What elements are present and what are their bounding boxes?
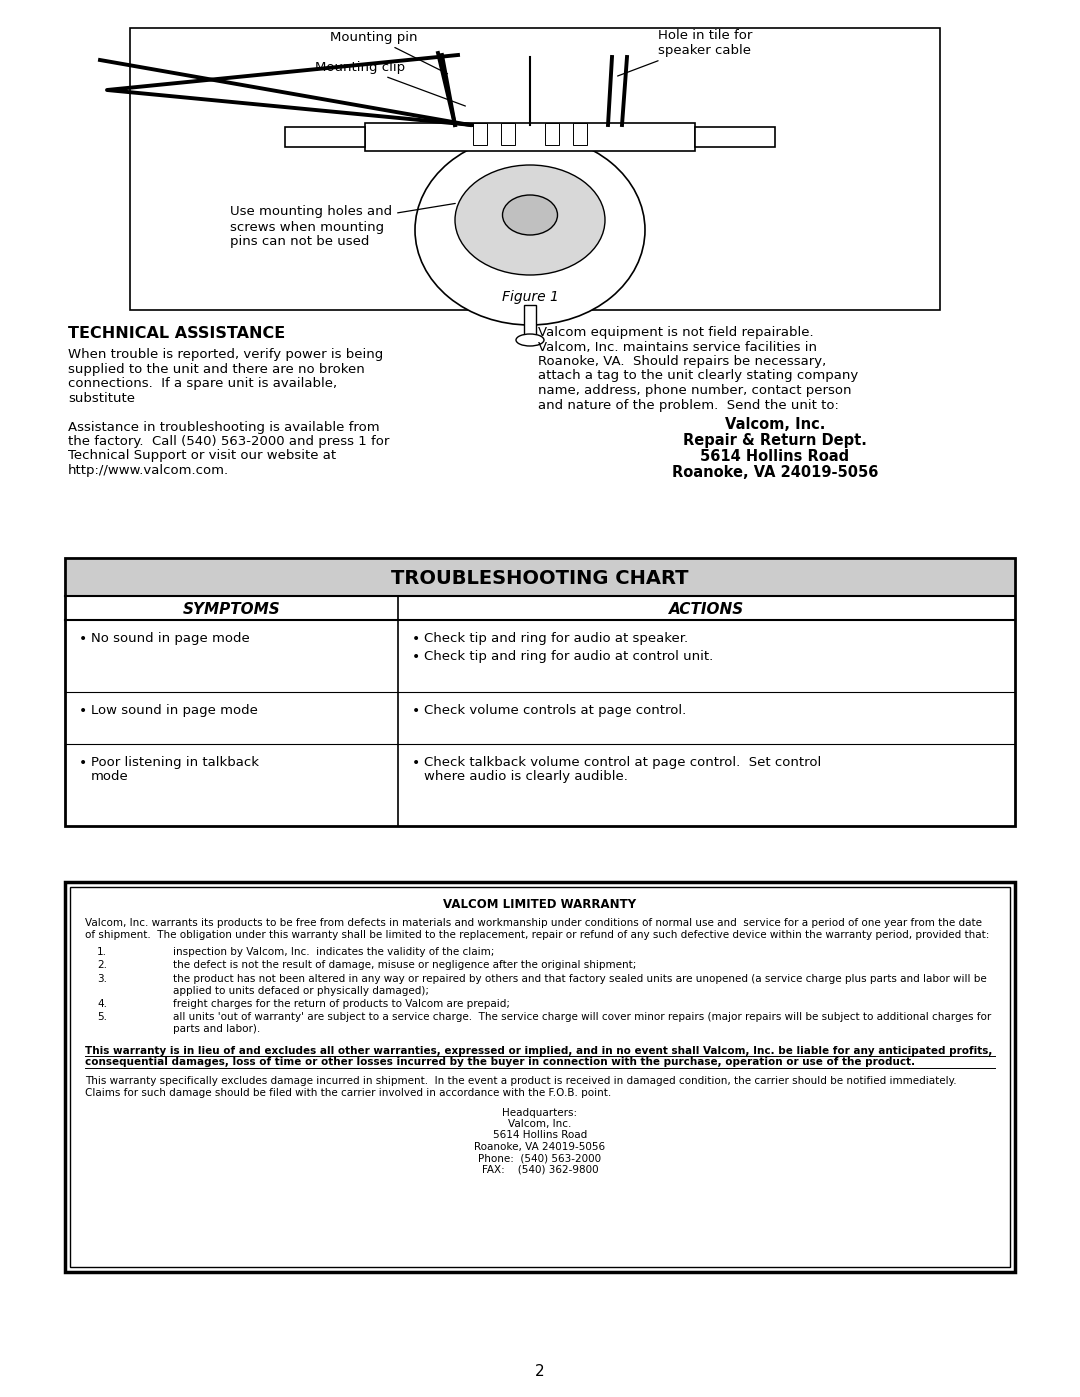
Text: applied to units defaced or physically damaged);: applied to units defaced or physically d… — [173, 985, 429, 996]
Text: Valcom, Inc.: Valcom, Inc. — [509, 1119, 571, 1129]
Bar — [545, 123, 559, 145]
Text: the defect is not the result of damage, misuse or negligence after the original : the defect is not the result of damage, … — [173, 961, 636, 971]
Text: This warranty specifically excludes damage incurred in shipment.  In the event a: This warranty specifically excludes dama… — [85, 1077, 957, 1087]
Text: Valcom, Inc.: Valcom, Inc. — [725, 416, 825, 432]
Text: substitute: substitute — [68, 391, 135, 405]
Text: Valcom equipment is not field repairable.: Valcom equipment is not field repairable… — [538, 326, 813, 339]
Text: •: • — [79, 756, 87, 770]
Bar — [501, 123, 515, 145]
Text: Use mounting holes and
screws when mounting
pins can not be used: Use mounting holes and screws when mount… — [230, 204, 456, 249]
Text: Assistance in troubleshooting is available from: Assistance in troubleshooting is availab… — [68, 420, 380, 433]
Bar — [524, 305, 536, 339]
Text: mode: mode — [91, 770, 129, 782]
Text: freight charges for the return of products to Valcom are prepaid;: freight charges for the return of produc… — [173, 999, 510, 1009]
Text: •: • — [79, 704, 87, 718]
Text: Check tip and ring for audio at speaker.: Check tip and ring for audio at speaker. — [424, 631, 688, 645]
Text: parts and labor).: parts and labor). — [173, 1024, 260, 1034]
Text: When trouble is reported, verify power is being: When trouble is reported, verify power i… — [68, 348, 383, 360]
Text: TROUBLESHOOTING CHART: TROUBLESHOOTING CHART — [391, 569, 689, 588]
Text: Roanoke, VA.  Should repairs be necessary,: Roanoke, VA. Should repairs be necessary… — [538, 355, 826, 367]
Ellipse shape — [455, 165, 605, 275]
Text: the product has not been altered in any way or repaired by others and that facto: the product has not been altered in any … — [173, 974, 987, 983]
Text: Check talkback volume control at page control.  Set control: Check talkback volume control at page co… — [424, 756, 821, 768]
Text: consequential damages, loss of time or other losses incurred by the buyer in con: consequential damages, loss of time or o… — [85, 1058, 915, 1067]
Bar — [130, 28, 940, 310]
Text: Roanoke, VA 24019-5056: Roanoke, VA 24019-5056 — [474, 1141, 606, 1153]
Text: Check volume controls at page control.: Check volume controls at page control. — [424, 704, 686, 717]
Text: attach a tag to the unit clearly stating company: attach a tag to the unit clearly stating… — [538, 369, 859, 383]
Text: FAX:    (540) 362-9800: FAX: (540) 362-9800 — [482, 1165, 598, 1175]
Bar — [65, 882, 1015, 1273]
Text: where audio is clearly audible.: where audio is clearly audible. — [424, 770, 627, 782]
Text: Mounting clip: Mounting clip — [315, 60, 465, 106]
Text: inspection by Valcom, Inc.  indicates the validity of the claim;: inspection by Valcom, Inc. indicates the… — [173, 947, 495, 957]
Ellipse shape — [516, 334, 544, 346]
Ellipse shape — [415, 136, 645, 326]
Text: supplied to the unit and there are no broken: supplied to the unit and there are no br… — [68, 362, 365, 376]
Text: TECHNICAL ASSISTANCE: TECHNICAL ASSISTANCE — [68, 326, 285, 341]
Text: 5614 Hollins Road: 5614 Hollins Road — [492, 1130, 588, 1140]
Text: 4.: 4. — [97, 999, 107, 1009]
Text: Phone:  (540) 563-2000: Phone: (540) 563-2000 — [478, 1154, 602, 1164]
Text: Figure 1: Figure 1 — [501, 291, 558, 305]
Text: the factory.  Call (540) 563-2000 and press 1 for: the factory. Call (540) 563-2000 and pre… — [68, 434, 390, 448]
Text: connections.  If a spare unit is available,: connections. If a spare unit is availabl… — [68, 377, 337, 390]
Text: 5614 Hollins Road: 5614 Hollins Road — [701, 448, 850, 464]
Text: of shipment.  The obligation under this warranty shall be limited to the replace: of shipment. The obligation under this w… — [85, 929, 989, 940]
Text: name, address, phone number, contact person: name, address, phone number, contact per… — [538, 384, 851, 397]
Text: and nature of the problem.  Send the unit to:: and nature of the problem. Send the unit… — [538, 398, 839, 412]
Text: 2.: 2. — [97, 961, 107, 971]
Text: Valcom, Inc. maintains service facilities in: Valcom, Inc. maintains service facilitie… — [538, 341, 816, 353]
Text: •: • — [79, 631, 87, 645]
Text: Roanoke, VA 24019-5056: Roanoke, VA 24019-5056 — [672, 465, 878, 481]
Text: Headquarters:: Headquarters: — [502, 1108, 578, 1118]
Text: No sound in page mode: No sound in page mode — [91, 631, 249, 645]
Bar — [67, 560, 1013, 597]
Text: Poor listening in talkback: Poor listening in talkback — [91, 756, 259, 768]
Text: VALCOM LIMITED WARRANTY: VALCOM LIMITED WARRANTY — [444, 897, 636, 911]
Text: Low sound in page mode: Low sound in page mode — [91, 704, 258, 717]
Text: •: • — [411, 650, 420, 664]
Bar — [365, 123, 696, 151]
Text: •: • — [411, 704, 420, 718]
Text: all units 'out of warranty' are subject to a service charge.  The service charge: all units 'out of warranty' are subject … — [173, 1013, 991, 1023]
Text: Hole in tile for
speaker cable: Hole in tile for speaker cable — [618, 29, 753, 75]
Bar — [285, 127, 365, 147]
Bar — [573, 123, 588, 145]
Bar — [70, 887, 1010, 1267]
Text: Valcom, Inc. warrants its products to be free from defects in materials and work: Valcom, Inc. warrants its products to be… — [85, 918, 982, 928]
Text: http://www.valcom.com.: http://www.valcom.com. — [68, 464, 229, 476]
Text: Repair & Return Dept.: Repair & Return Dept. — [683, 433, 867, 448]
Bar — [696, 127, 775, 147]
Text: 2: 2 — [536, 1365, 544, 1379]
Text: Check tip and ring for audio at control unit.: Check tip and ring for audio at control … — [424, 650, 713, 664]
Text: ACTIONS: ACTIONS — [669, 602, 744, 616]
Text: 3.: 3. — [97, 974, 107, 983]
Ellipse shape — [502, 196, 557, 235]
Text: 1.: 1. — [97, 947, 107, 957]
Text: •: • — [411, 756, 420, 770]
Text: Technical Support or visit our website at: Technical Support or visit our website a… — [68, 450, 336, 462]
Text: SYMPTOMS: SYMPTOMS — [183, 602, 281, 616]
Text: Claims for such damage should be filed with the carrier involved in accordance w: Claims for such damage should be filed w… — [85, 1088, 611, 1098]
Text: This warranty is in lieu of and excludes all other warranties, expressed or impl: This warranty is in lieu of and excludes… — [85, 1045, 993, 1056]
Text: Mounting pin: Mounting pin — [330, 31, 447, 74]
Bar — [473, 123, 487, 145]
Text: 5.: 5. — [97, 1013, 107, 1023]
Text: •: • — [411, 631, 420, 645]
Bar — [65, 557, 1015, 826]
